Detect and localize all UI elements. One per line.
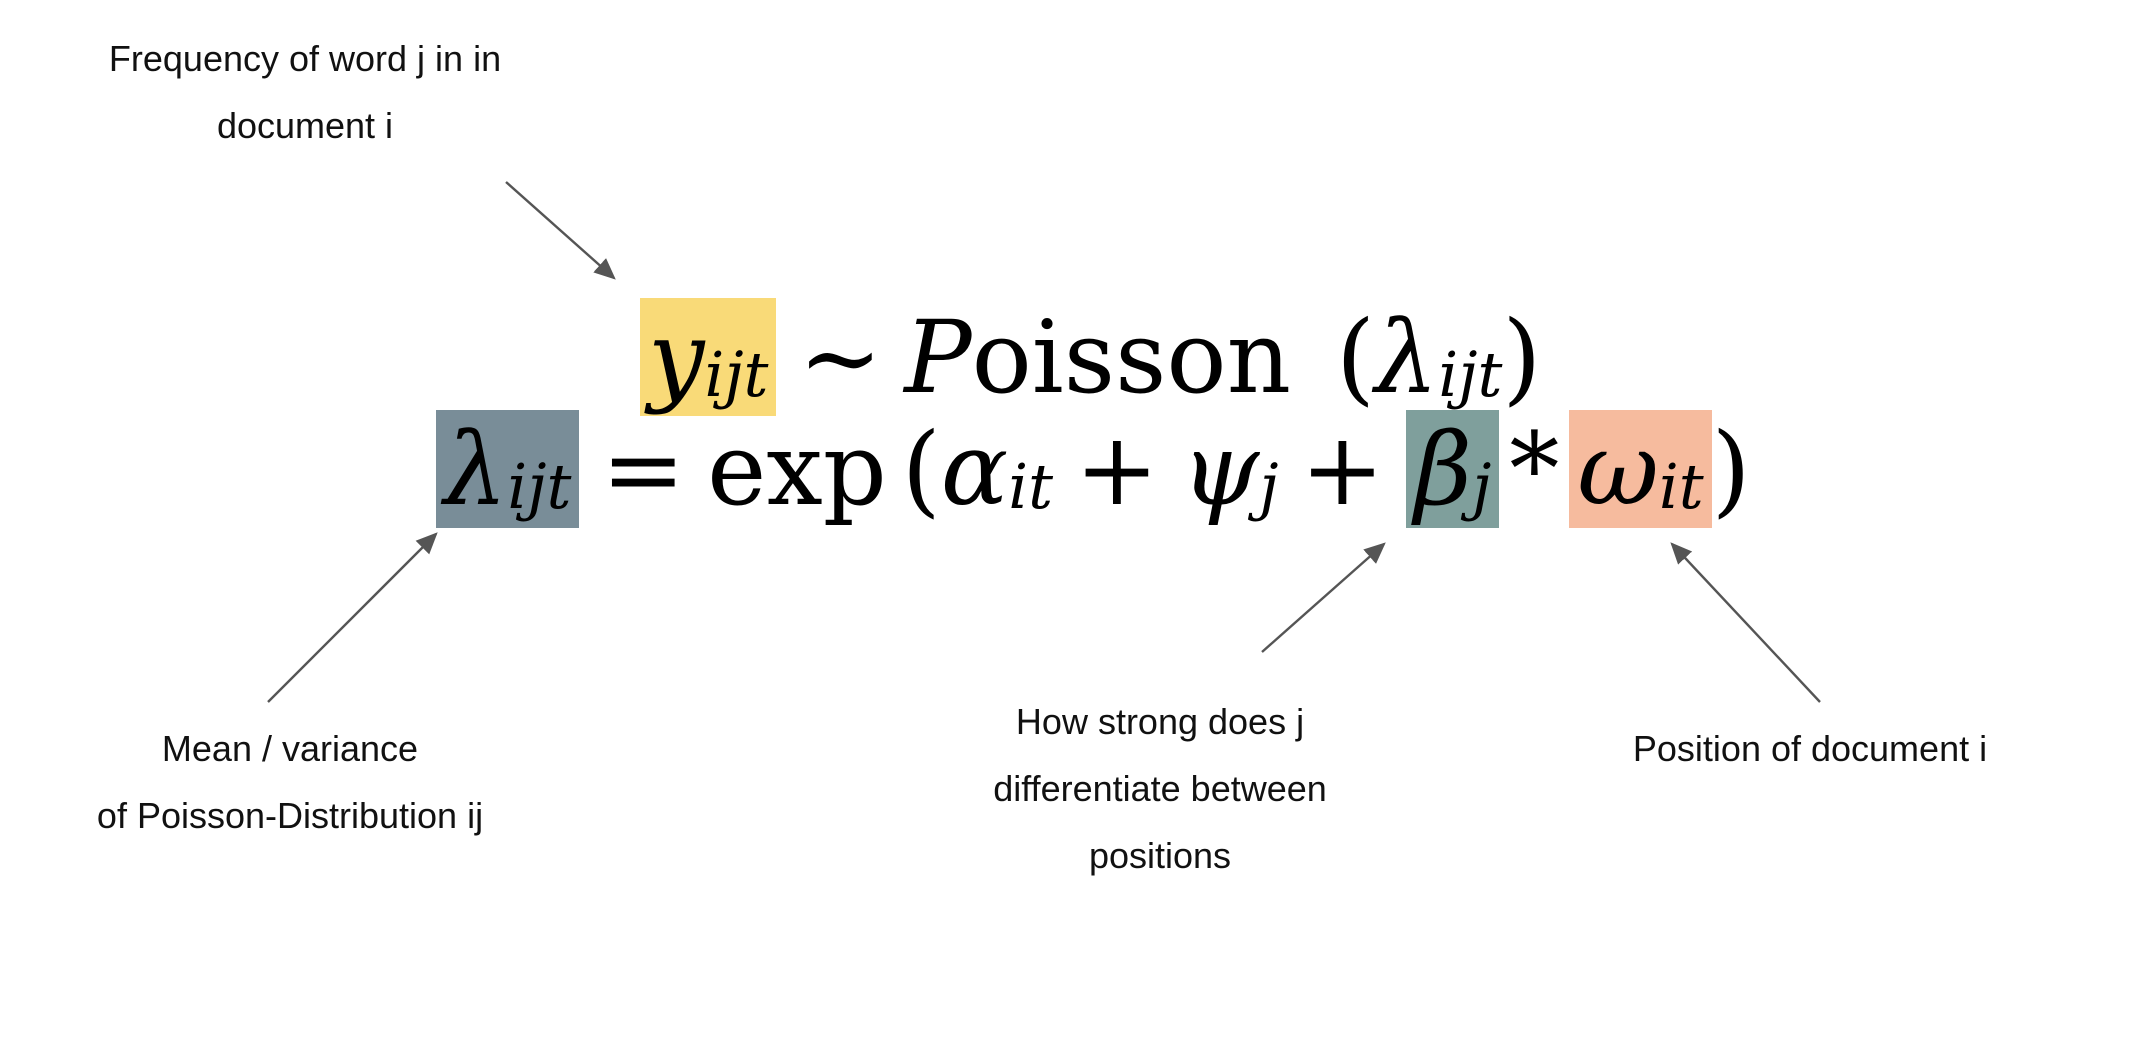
symbol-omega: ω bbox=[1577, 410, 1659, 528]
label-document-position-line1: Position of document i bbox=[1632, 728, 1988, 769]
symbol-plus: + bbox=[1300, 410, 1385, 528]
symbol-beta: β bbox=[1414, 410, 1473, 528]
label-document-position: Position of document i bbox=[1560, 715, 2060, 782]
label-differentiation-line3: positions bbox=[1088, 835, 1232, 876]
subscript-ijt: ijt bbox=[507, 449, 572, 523]
symbol-plus: + bbox=[1075, 410, 1159, 528]
subscript-it: it bbox=[1008, 449, 1054, 523]
symbol-equals: = bbox=[601, 410, 686, 528]
arrow-to-beta bbox=[1261, 542, 1386, 653]
symbol-lambda: λ bbox=[444, 410, 508, 528]
symbol-tilde: ∼ bbox=[798, 298, 883, 416]
label-differentiation-line2: differentiate between bbox=[993, 768, 1327, 809]
label-differentiation-line1: How strong does j bbox=[1015, 701, 1305, 742]
symbol-multiply: * bbox=[1509, 410, 1560, 528]
arrow-to-y bbox=[505, 181, 616, 280]
label-poisson-mean-variance: Mean / variance of Poisson-Distribution … bbox=[40, 715, 540, 849]
paren-open: ( bbox=[1336, 298, 1376, 416]
symbol-y: y bbox=[648, 298, 705, 416]
label-word-differentiation: How strong does j differentiate between … bbox=[940, 688, 1380, 889]
subscript-ijt: ijt bbox=[704, 337, 769, 411]
paren-close: ) bbox=[1502, 298, 1542, 416]
symbol-psi: ψ bbox=[1180, 410, 1260, 528]
highlight-y-ijt: y ijt bbox=[640, 298, 777, 416]
label-word-frequency-line1: Frequency of word j in in bbox=[108, 38, 502, 79]
highlight-lambda-ijt: λ ijt bbox=[436, 410, 580, 528]
symbol-P: P bbox=[904, 298, 972, 416]
label-poisson-mean-line1: Mean / variance bbox=[161, 728, 419, 769]
paren-close: ) bbox=[1711, 410, 1751, 528]
arrow-to-omega bbox=[1670, 542, 1821, 703]
subscript-ijt: ijt bbox=[1438, 337, 1503, 411]
subscript-it: it bbox=[1658, 449, 1704, 523]
symbol-alpha: α bbox=[940, 410, 1009, 528]
paren-open: ( bbox=[901, 410, 941, 528]
label-word-frequency-line2: document i bbox=[216, 105, 394, 146]
text-oisson: oisson bbox=[971, 298, 1291, 416]
subscript-j: j bbox=[1472, 449, 1492, 523]
arrow-to-lambda bbox=[267, 532, 438, 703]
label-word-frequency: Frequency of word j in in document i bbox=[60, 25, 550, 159]
label-poisson-mean-line2: of Poisson-Distribution ij bbox=[96, 795, 484, 836]
symbol-lambda: λ bbox=[1375, 298, 1439, 416]
subscript-j: j bbox=[1259, 449, 1279, 523]
function-exp: exp bbox=[707, 410, 887, 528]
highlight-omega-it: ω it bbox=[1569, 410, 1712, 528]
